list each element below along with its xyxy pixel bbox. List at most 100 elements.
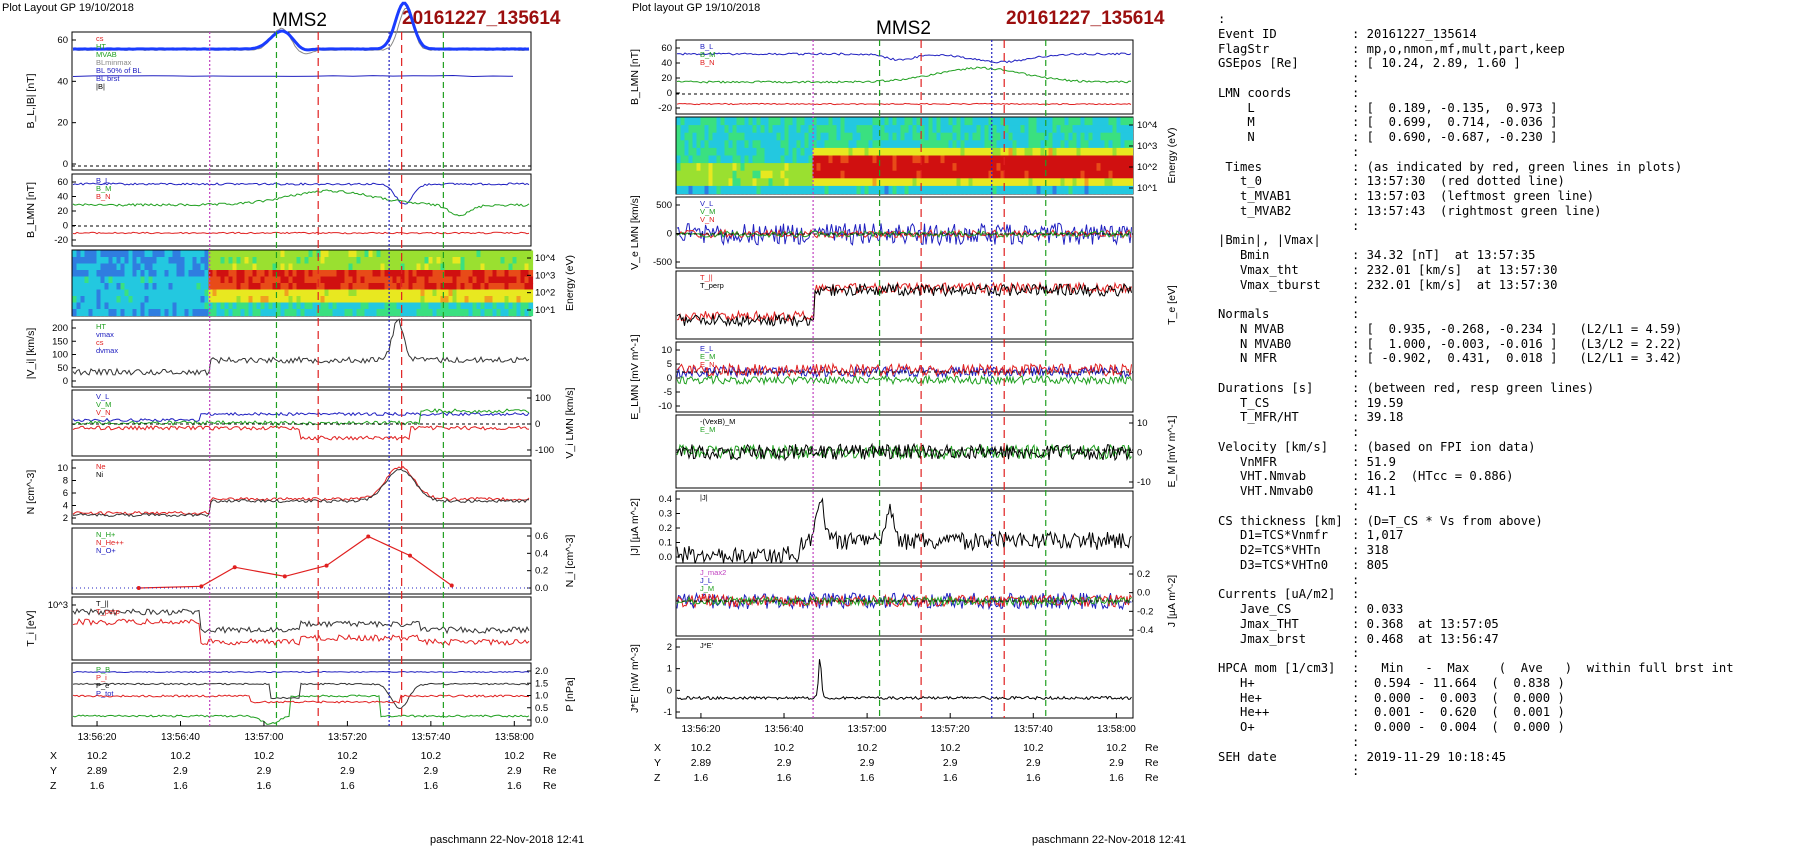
series-line: [72, 608, 530, 635]
series-line: [676, 362, 1132, 378]
spectrogram-cell: [152, 289, 158, 297]
spectrogram-cell: [1032, 147, 1038, 157]
spectrogram-cell: [516, 257, 522, 265]
spectrogram-cell: [724, 147, 730, 157]
spectrogram-cell: [148, 276, 154, 284]
summary-value: : 16.2 (HTcc = 0.886): [1352, 469, 1514, 484]
spectrogram-cell: [980, 185, 986, 195]
spectrogram-cell: [152, 296, 158, 304]
panel-frame: [71, 319, 532, 388]
spectrogram-cell: [676, 163, 682, 172]
spectrogram-cell: [476, 289, 482, 297]
spectrogram-cell: [84, 263, 90, 271]
spectrogram-cell: [228, 270, 234, 278]
spectrogram-cell: [248, 283, 254, 291]
spectrogram-cell: [1028, 178, 1034, 187]
summary-value: : 232.01 [km/s] at 13:57:30: [1352, 262, 1558, 277]
spectrogram-cell: [1024, 155, 1030, 164]
spectrogram-cell: [248, 309, 254, 317]
spectrogram-cell: [948, 140, 954, 149]
spectrogram-cell: [1072, 132, 1078, 141]
spectrogram-cell: [504, 276, 510, 284]
spectrogram-cell: [76, 263, 82, 271]
spectrogram-cell: [172, 263, 178, 271]
summary-row: :: [1218, 499, 1798, 514]
spectrogram-cell: [976, 125, 982, 134]
spectrogram-cell: [816, 185, 822, 195]
spectrogram-cell: [444, 276, 450, 284]
spectrogram-cell: [272, 250, 278, 258]
summary-row: Normals:: [1218, 307, 1798, 322]
spectrogram-cell: [284, 302, 290, 310]
y-axis-label: J [µA m^-2]: [1166, 575, 1178, 627]
y-axis-label: |V_i| [km/s]: [25, 328, 37, 380]
spectrogram-cell: [124, 270, 130, 278]
spectrogram-cell: [420, 302, 426, 310]
spectrogram-cell: [740, 125, 746, 134]
spectrogram-cell: [728, 132, 734, 141]
spectrogram-cell: [808, 117, 814, 126]
spectrogram-cell: [816, 132, 822, 141]
x-tick-label: 13:58:00: [1097, 724, 1136, 735]
spectrogram-cell: [956, 117, 962, 126]
spectrogram-cell: [1084, 185, 1090, 195]
legend-entry: P_i: [96, 673, 107, 682]
spectrogram-cell: [368, 309, 374, 317]
spectrogram-cell: [328, 309, 334, 317]
spectrogram-cell: [336, 276, 342, 284]
spectrogram-cell: [764, 185, 770, 195]
spectrogram-cell: [172, 276, 178, 284]
spectrogram-cell: [764, 132, 770, 141]
spectrogram-cell: [1108, 140, 1114, 149]
spectrogram-cell: [1012, 163, 1018, 172]
spectrogram-cell: [776, 155, 782, 164]
spectrogram-cell: [468, 257, 474, 265]
orbit-value: 2.9: [1109, 757, 1124, 769]
spectrogram-cell: [968, 140, 974, 149]
spectrogram-cell: [856, 132, 862, 141]
spectrogram-cell: [196, 263, 202, 271]
summary-value: : [ 1.000, -0.003, -0.016 ] (L3/L2 = 2.2…: [1352, 336, 1683, 351]
spectrogram-cell: [164, 309, 170, 317]
spectrogram-cell: [332, 283, 338, 291]
summary-row: Jave_CS: 0.033: [1218, 602, 1798, 617]
spectrogram-cell: [196, 296, 202, 304]
spectrogram-cell: [120, 276, 126, 284]
y-axis-label: J*E' [nW m^-3]: [629, 644, 641, 713]
spectrogram-cell: [104, 263, 110, 271]
spectrogram-cell: [816, 125, 822, 134]
spectrogram-cell: [184, 276, 190, 284]
spectrogram-cell: [952, 178, 958, 187]
spectrogram-cell: [992, 125, 998, 134]
spectrogram-cell: [384, 250, 390, 258]
spectrogram-cell: [864, 132, 870, 141]
y-tick-label: 6: [63, 488, 68, 499]
spectrogram-cell: [196, 283, 202, 291]
spectrogram-cell: [364, 309, 370, 317]
spectrogram-cell: [936, 117, 942, 126]
spectrogram-cell: [736, 147, 742, 157]
spectrogram-cell: [940, 132, 946, 141]
spectrogram-cell: [228, 296, 234, 304]
spectrogram-cell: [312, 309, 318, 317]
spectrogram-cell: [492, 276, 498, 284]
spectrogram-cell: [252, 263, 258, 271]
spectrogram-cell: [704, 163, 710, 172]
summary-value: : 20161227_135614: [1352, 26, 1477, 41]
spectrogram-cell: [476, 270, 482, 278]
spectrogram-cell: [680, 147, 686, 157]
spectrogram-cell: [432, 276, 438, 284]
spectrogram-cell: [996, 185, 1002, 195]
spectrogram-cell: [776, 185, 782, 195]
spectrogram-cell: [272, 257, 278, 265]
spectrogram-cell: [944, 170, 950, 179]
spectrogram-cell: [368, 296, 374, 304]
spectrogram-cell: [196, 250, 202, 258]
spectrogram-cell: [288, 276, 294, 284]
spectrogram-cell: [160, 302, 166, 310]
spectrogram-cell: [216, 302, 222, 310]
spectrogram-cell: [516, 289, 522, 297]
spectrogram-cell: [976, 155, 982, 164]
spectrogram-cell: [756, 185, 762, 195]
spectrogram-cell: [216, 309, 222, 317]
